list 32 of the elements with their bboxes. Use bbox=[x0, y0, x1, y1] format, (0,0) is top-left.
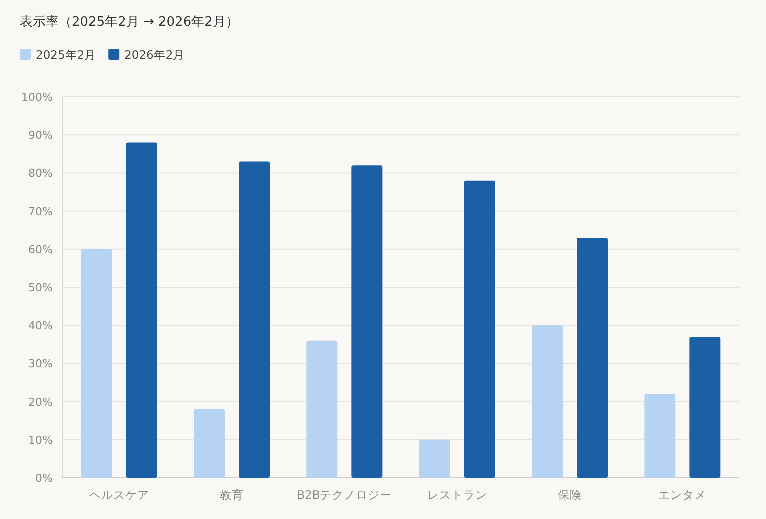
y-tick-label: 50% bbox=[28, 282, 53, 294]
bar bbox=[126, 142, 158, 478]
bar bbox=[352, 166, 383, 478]
x-tick-label: 保険 bbox=[558, 488, 582, 502]
y-tick-label: 70% bbox=[28, 205, 53, 218]
y-tick-label: 40% bbox=[28, 320, 53, 333]
x-tick-label: B2Bテクノロジー bbox=[297, 488, 392, 502]
x-tick-label: エンタメ bbox=[658, 488, 707, 502]
y-tick-label: 60% bbox=[28, 243, 53, 256]
y-tick-label: 80% bbox=[28, 167, 53, 180]
bar bbox=[419, 440, 450, 478]
bar bbox=[306, 340, 338, 478]
y-tick-label: 0% bbox=[36, 472, 53, 485]
x-tick-label: ヘルスケア bbox=[89, 488, 150, 502]
bar bbox=[577, 238, 608, 478]
y-tick-label: 10% bbox=[28, 434, 53, 447]
bar bbox=[194, 409, 225, 478]
x-tick-label: レストラン bbox=[427, 488, 488, 502]
bar bbox=[239, 162, 270, 478]
legend-label: 2026年2月 bbox=[124, 48, 186, 62]
y-tick-label: 20% bbox=[28, 396, 53, 409]
legend-label: 2025年2月 bbox=[36, 48, 97, 62]
y-tick-label: 90% bbox=[28, 129, 53, 142]
bar bbox=[690, 337, 721, 478]
bar bbox=[532, 326, 563, 478]
title: 表示率（2025年2月 → 2026年2月） bbox=[20, 15, 239, 30]
bar bbox=[644, 394, 676, 478]
y-tick-label: 30% bbox=[28, 358, 53, 371]
y-tick-label: 100% bbox=[22, 91, 53, 104]
bar bbox=[81, 249, 112, 478]
bar bbox=[464, 180, 496, 478]
x-tick-label: 教育 bbox=[220, 488, 244, 502]
